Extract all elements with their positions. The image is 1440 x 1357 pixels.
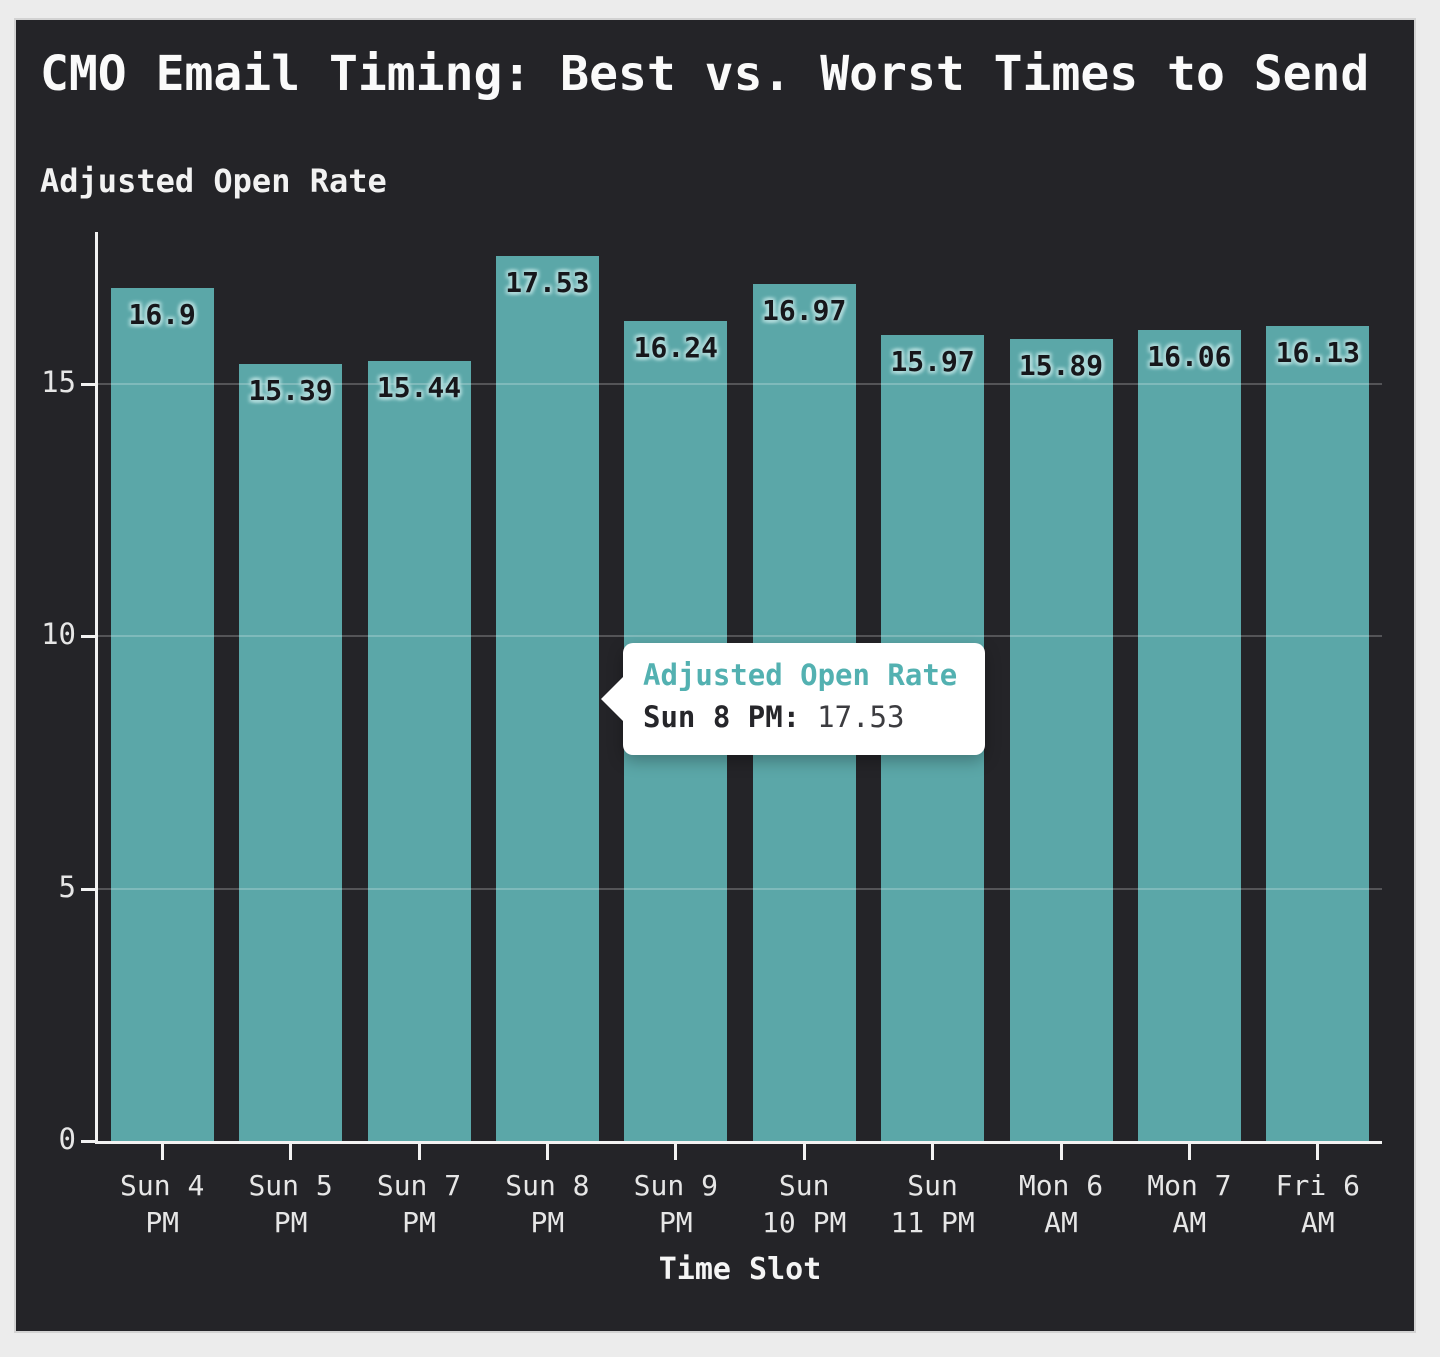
bar-value-label: 16.97 [762,294,847,327]
x-tick-3 [417,1144,421,1160]
bar-value-label: 15.89 [1018,348,1104,382]
x-tick-label-7: Sun 11 PM [890,1169,975,1239]
x-tick-1 [160,1144,164,1160]
x-tick-label-2: Sun 5 PM [248,1169,333,1239]
bar-sun-7-pm[interactable] [367,361,471,1141]
tooltip-series-name: Adjusted Open Rate [643,658,958,692]
bar-sun-4-pm[interactable] [110,287,214,1141]
x-tick-label-5: Sun 9 PM [633,1169,718,1239]
bar-value-label: 16.24 [633,330,718,364]
y-tick-15 [81,382,95,386]
bar-value-label: 16.06 [1147,339,1232,373]
x-tick-label-3: Sun 7 PM [376,1169,462,1239]
x-tick-label-8: Mon 6 AM [1018,1169,1104,1239]
gridline-y-15 [98,382,1382,385]
x-tick-8 [1059,1144,1063,1160]
bar-value-label: 15.97 [890,344,975,378]
x-axis-title: Time Slot [658,1252,822,1287]
y-tick-label-10: 10 [41,617,76,651]
y-tick-10 [81,635,95,638]
bar-value-label: 16.13 [1275,336,1360,370]
bar-value-label: 15.44 [376,371,462,405]
y-axis-title: Adjusted Open Rate [40,162,387,200]
y-tick-5 [81,887,95,891]
y-tick-label-0: 0 [58,1122,76,1156]
y-tick-label-5: 5 [58,869,76,904]
bar-value-label: 16.9 [128,297,196,331]
x-tick-label-4: Sun 8 PM [505,1169,590,1239]
chart-panel: CMO Email Timing: Best vs. Worst Times t… [16,20,1414,1331]
y-axis-line [95,232,98,1144]
x-tick-label-9: Mon 7 AM [1147,1169,1232,1239]
x-tick-label-10: Fri 6 AM [1275,1169,1360,1239]
bar-chart-plot-area: 16.9 15.39 15.44 17.53 16.24 16.97 15.97 15.89 1… [16,20,1414,1331]
x-tick-label-1: Sun 4 PM [120,1169,205,1239]
gridline-y-5 [98,887,1382,890]
x-tick-6 [802,1144,806,1160]
x-tick-7 [931,1144,935,1160]
y-tick-0 [81,1140,95,1143]
x-tick-10 [1316,1144,1320,1160]
tooltip-value: 17.53 [817,700,905,734]
x-tick-label-6: Sun 10 PM [762,1169,847,1239]
tooltip-category-label: Sun 8 PM: [643,700,801,734]
x-tick-9 [1187,1144,1191,1160]
x-axis-line [95,1141,1382,1144]
y-tick-label-15: 15 [41,364,76,399]
x-tick-4 [545,1144,549,1160]
bar-fri-6-am[interactable] [1266,326,1370,1141]
chart-tooltip: Adjusted Open Rate Sun 8 PM: 17.53 [623,643,985,755]
bar-sun-5-pm[interactable] [239,363,343,1141]
x-tick-2 [289,1144,293,1160]
bar-value-label: 17.53 [505,265,590,299]
chart-title: CMO Email Timing: Best vs. Worst Times t… [40,46,1370,102]
bar-value-label: 15.39 [248,373,333,407]
x-tick-5 [674,1144,678,1160]
gridline-y-10 [98,635,1382,637]
bar-mon-7-am[interactable] [1137,329,1241,1141]
bar-mon-6-am[interactable] [1009,338,1113,1141]
bar-sun-8-pm[interactable] [495,255,599,1141]
